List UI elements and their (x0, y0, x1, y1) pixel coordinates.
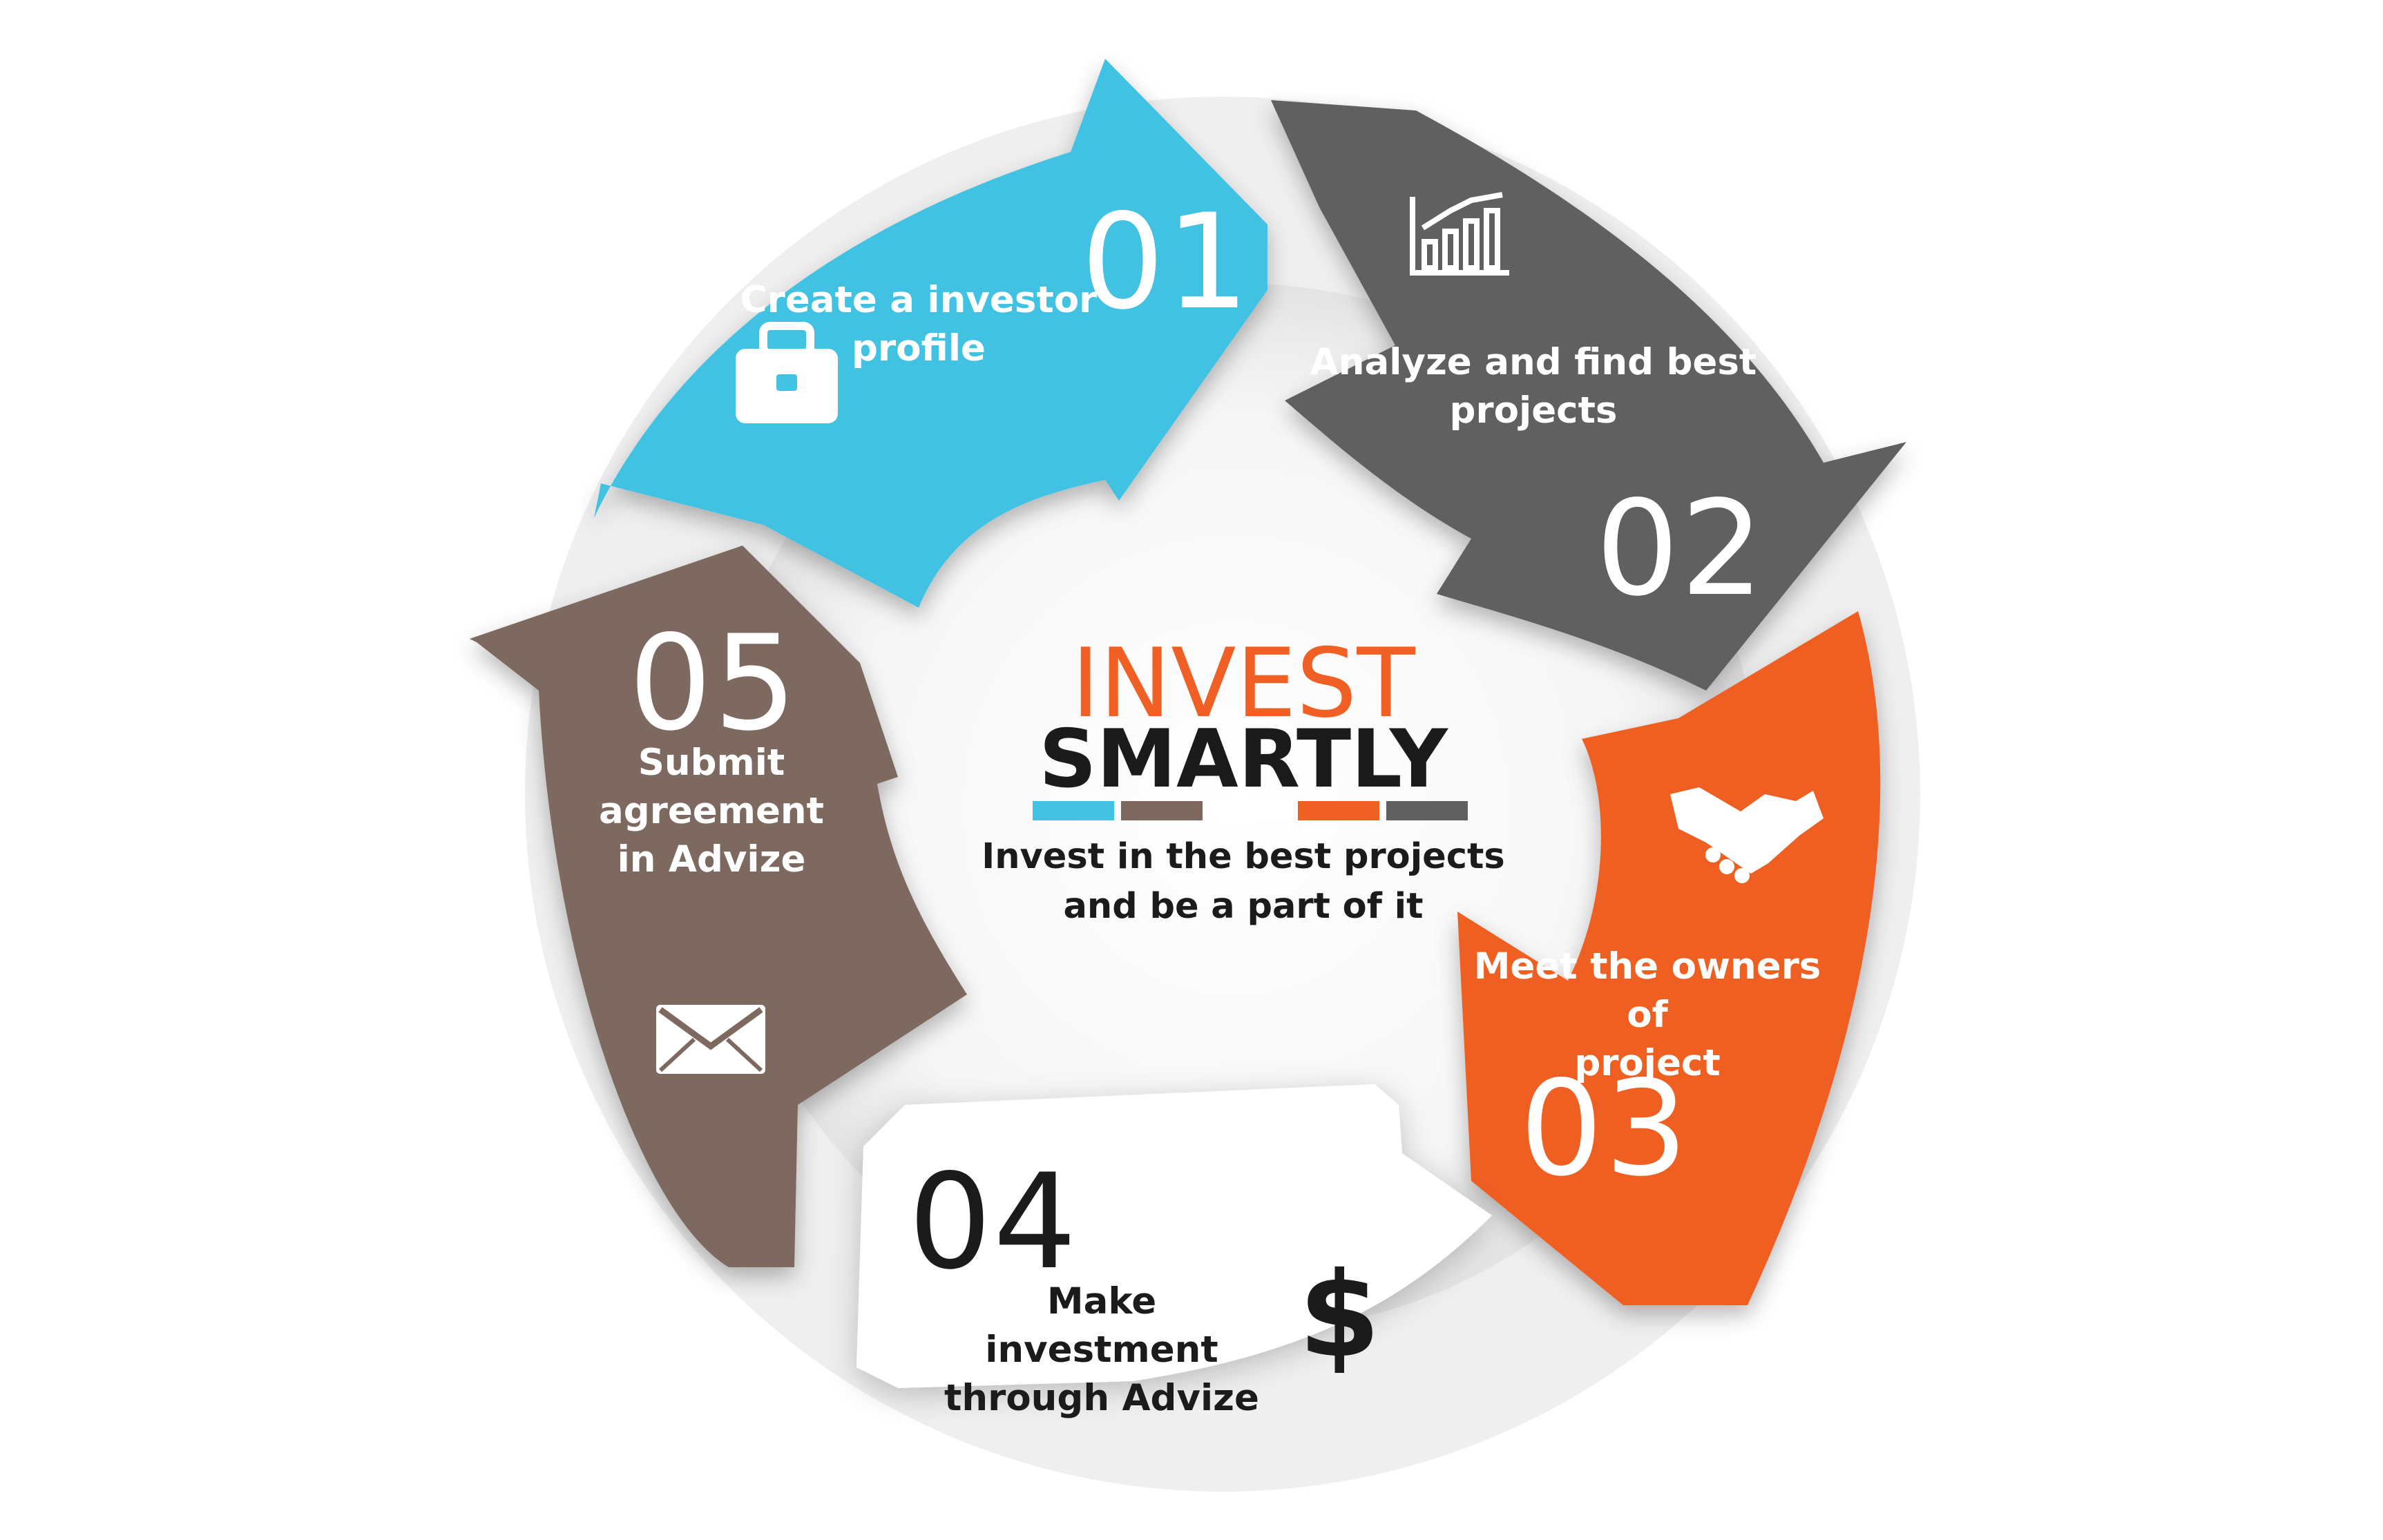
center-title-smartly: SMARTLY (1039, 713, 1448, 806)
step-01-label-line-2: profile (852, 327, 986, 369)
color-bar-segment-2 (1121, 801, 1203, 820)
step-03-label: Meet the owners of project (1447, 943, 1848, 1088)
step-03-label-line-2: project (1574, 1042, 1721, 1084)
step-05-number: 05 (629, 607, 798, 760)
arrow-step-05 (470, 546, 967, 1267)
color-bar-segment-1 (1033, 801, 1114, 820)
step-02-number: 02 (1596, 472, 1765, 625)
dollar-icon: $ (1299, 1247, 1381, 1384)
step-01-label-line-1: Create a investor (740, 279, 1098, 321)
handshake-icon (1670, 787, 1824, 883)
step-04-label-line-1: Make investment (985, 1280, 1218, 1371)
arrow-step-02 (1271, 100, 1906, 691)
bar-chart-icon (1410, 192, 1509, 276)
center-tagline: Invest in the best projects and be a par… (953, 832, 1533, 932)
arrow-step-04 (856, 1084, 1492, 1388)
step-04-label-line-2: through Advize (944, 1377, 1259, 1419)
step-05-label-line-2: in Advize (617, 838, 806, 880)
step-03-number: 03 (1520, 1052, 1690, 1205)
envelope-icon (656, 1005, 765, 1074)
step-03-label-line-1: Meet the owners of (1473, 945, 1821, 1036)
tagline-line-2: and be a part of it (1063, 886, 1424, 927)
step-02-label-line-1: Analyze and find best (1310, 341, 1757, 383)
step-01-number: 01 (1081, 186, 1251, 338)
step-02-label-line-2: projects (1449, 389, 1618, 432)
arrow-step-03 (1457, 611, 1881, 1305)
color-bar-segment-4 (1298, 801, 1379, 820)
center-title-invest: INVEST (1071, 628, 1415, 739)
step-02-label: Analyze and find best projects (1305, 338, 1761, 435)
briefcase-icon (736, 322, 838, 423)
arrow-step-01 (594, 59, 1267, 608)
tagline-line-1: Invest in the best projects (982, 836, 1505, 877)
color-bar-segment-3 (1209, 801, 1291, 820)
color-bar-segment-5 (1386, 801, 1468, 820)
step-01-label: Create a investor profile (732, 276, 1105, 373)
step-04-number: 04 (908, 1146, 1078, 1298)
step-05-label-line-1: Submit agreement (599, 742, 824, 832)
step-05-label: Submit agreement in Advize (525, 739, 898, 884)
step-04-label: Make investment through Advize (936, 1278, 1267, 1423)
